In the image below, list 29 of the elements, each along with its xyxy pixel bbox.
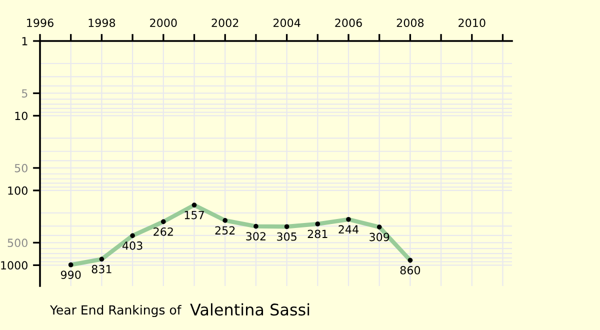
text: Valentina Sassi [190,303,310,316]
y-tick-label: 100 [8,186,28,195]
y-tick-label: 1 [22,37,28,46]
data-label: 309 [370,232,390,242]
data-label: 990 [60,270,81,279]
x-tick-label: 1998 [88,18,116,28]
data-label: 302 [246,232,266,240]
data-label: 157 [184,210,204,220]
y-tick-label: 10 [15,112,28,120]
x-tick-label: 2010 [458,18,486,28]
data-label: 831 [92,264,112,274]
x-tick-label: 2006 [335,18,362,28]
x-tick-label: 2008 [396,18,424,28]
x-tick-label: 2004 [273,18,300,28]
y-tick-label: 50 [14,164,28,172]
x-tick-label: 1996 [27,18,54,28]
data-label: 252 [215,226,235,235]
data-label: 281 [308,230,328,238]
data-label: 262 [154,227,173,236]
text: Year End Rankings of [50,304,182,318]
y-tick-label: 500 [8,238,28,248]
data-label: 403 [122,241,142,250]
y-tick-label: 5 [22,89,28,98]
x-tick-label: 2002 [212,18,238,28]
data-label: 860 [400,266,420,274]
data-label: 244 [338,225,358,234]
data-label: 305 [277,232,296,241]
y-tick-label: 1000 [1,261,28,270]
x-tick-label: 2000 [150,18,177,28]
